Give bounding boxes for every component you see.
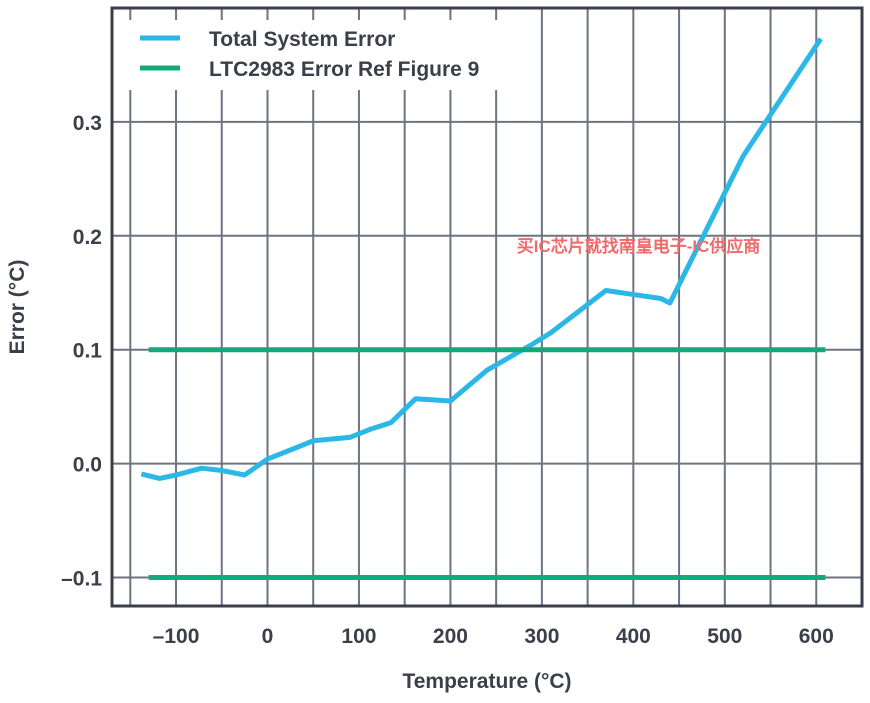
x-tick-label: –100 — [153, 625, 200, 648]
y-tick-label: 0.3 — [73, 112, 102, 135]
y-tick-label: –0.1 — [61, 568, 102, 591]
grid — [112, 8, 862, 606]
y-axis-label: Error (°C) — [6, 260, 29, 355]
x-tick-label: 500 — [707, 625, 742, 648]
x-tick-label: 200 — [433, 625, 468, 648]
y-tick-label: 0.1 — [73, 340, 103, 363]
tick-labels: –100 0 100 200 300 400 500 600 –0.1 0.0 0.1 0.2 0.3 — [61, 112, 834, 648]
watermark-annotation: 买IC芯片就找南皇电子-IC供应商 — [517, 236, 761, 256]
series-layer — [140, 37, 826, 580]
legend-entry-label: Total System Error — [209, 28, 395, 51]
annotations: 买IC芯片就找南皇电子-IC供应商 — [517, 236, 761, 256]
x-tick-label: 100 — [341, 625, 376, 648]
x-tick-label: 600 — [799, 625, 834, 648]
total-system-error-line — [140, 37, 823, 481]
plot-frame — [110, 6, 864, 608]
legend-background — [124, 20, 524, 90]
x-tick-label: 300 — [524, 625, 559, 648]
x-axis-label: Temperature (°C) — [402, 670, 571, 693]
y-tick-label: 0.2 — [73, 226, 102, 249]
y-tick-label: 0.0 — [73, 454, 102, 477]
legend-entry-label: LTC2983 Error Ref Figure 9 — [209, 58, 479, 81]
x-tick-label: 0 — [262, 625, 274, 648]
x-tick-label: 400 — [616, 625, 651, 648]
legend: Total System Error LTC2983 Error Ref Figu… — [124, 20, 524, 90]
